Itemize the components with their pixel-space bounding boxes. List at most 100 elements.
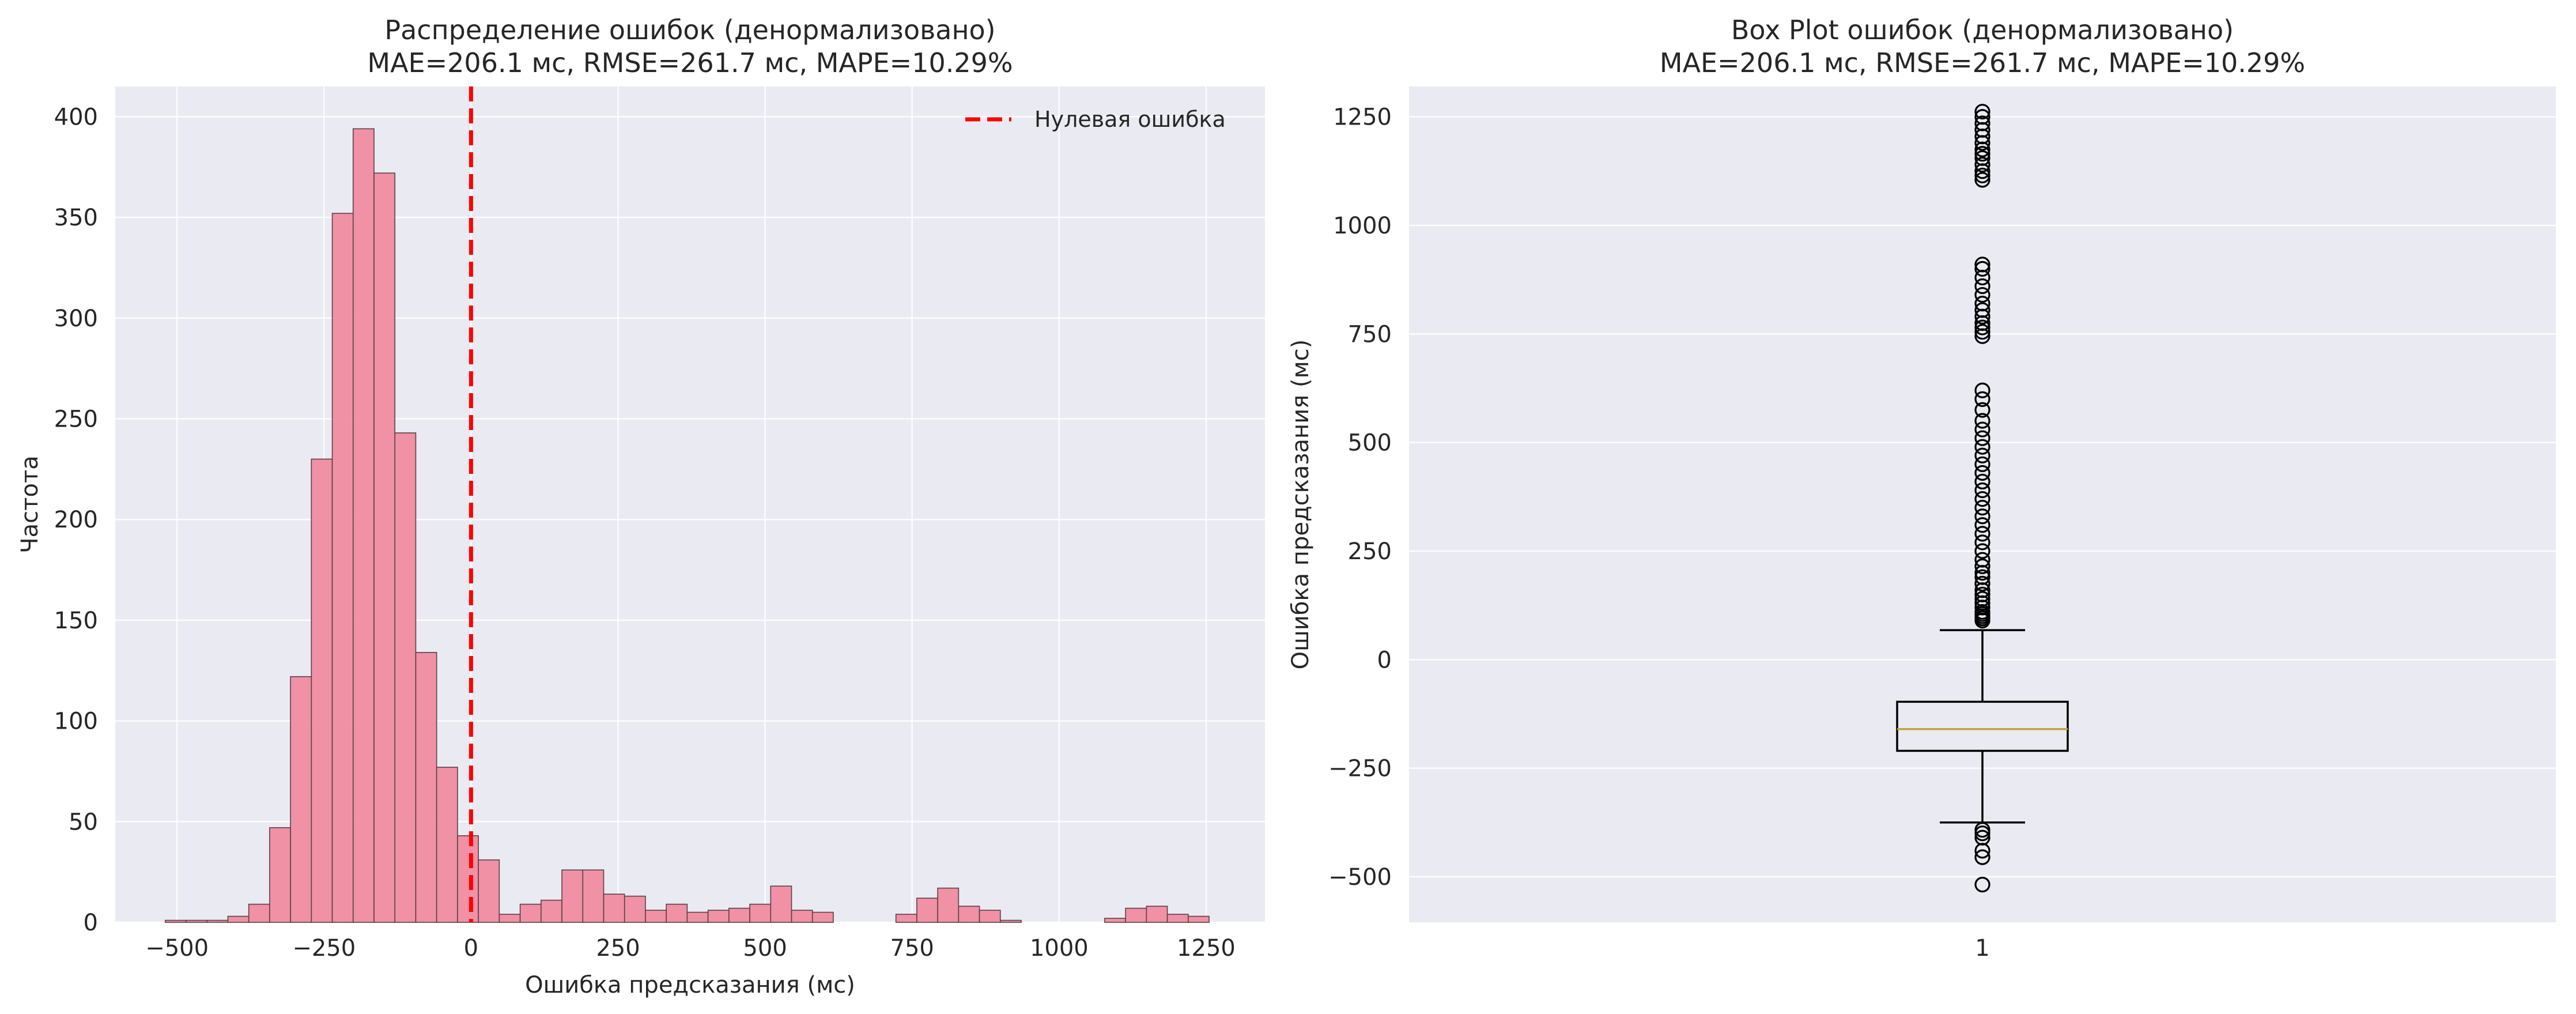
iqr-box — [1896, 700, 2069, 752]
histogram-bar — [749, 903, 772, 923]
histogram-bar — [248, 903, 270, 923]
histogram-bar — [186, 919, 207, 923]
x-tick-label: −500 — [145, 935, 209, 962]
y-axis-label: Ошибка предсказания (мс) — [1288, 340, 1314, 670]
outlier-point — [1974, 491, 1990, 507]
outlier-point — [1974, 104, 1990, 120]
x-axis-label: Ошибка предсказания (мс) — [525, 972, 855, 998]
histogram-chart: 0 50 100 150 200 250 300 350 400 −500 −250 0 250 500 7… — [17, 14, 1265, 998]
outlier-point — [1974, 391, 1990, 407]
x-tick-label: 1 — [1975, 935, 1989, 962]
outlier-point — [1974, 150, 1990, 166]
y-tick-label: 1250 — [1333, 104, 1392, 131]
x-tick-label: 500 — [743, 935, 787, 962]
outlier-point — [1974, 413, 1990, 429]
histogram-bar — [415, 652, 437, 923]
outlier-point — [1974, 439, 1990, 455]
outlier-point — [1974, 172, 1990, 188]
outlier-point — [1974, 591, 1990, 607]
outlier-point — [1974, 421, 1990, 438]
histogram-bar — [728, 907, 750, 923]
outlier-point — [1974, 569, 1990, 585]
outlier-point — [1974, 287, 1990, 303]
y-tick-label: 200 — [54, 507, 98, 533]
histogram-bar — [394, 432, 417, 923]
y-tick-label: 500 — [1348, 430, 1392, 457]
x-tick-label: 250 — [596, 935, 640, 962]
x-tick-label: 1250 — [1177, 935, 1236, 962]
outlier-point — [1974, 465, 1990, 481]
outlier-point — [1974, 430, 1990, 446]
outlier-point — [1974, 319, 1990, 336]
histogram-bar — [1104, 918, 1126, 923]
y-tick-label: 400 — [54, 104, 98, 130]
outlier-point — [1974, 382, 1990, 398]
outlier-point — [1974, 109, 1990, 125]
chart-title: Распределение ошибок (денормализовано) — [384, 14, 995, 46]
outlier-point — [1974, 257, 1990, 273]
histogram-bar — [811, 911, 834, 923]
histogram-bar — [1146, 906, 1168, 923]
legend-label: Нулевая ошибка — [1034, 107, 1226, 132]
outlier-point — [1974, 296, 1990, 312]
histogram-bar — [164, 919, 187, 923]
histogram-bar — [478, 859, 500, 923]
outlier-point — [1974, 876, 1990, 893]
chart-subtitle: MAE=206.1 мс, RMSE=261.7 мс, MAPE=10.29% — [367, 47, 1013, 78]
y-tick-label: 300 — [54, 306, 98, 332]
histogram-bar — [916, 898, 938, 923]
histogram-bar — [979, 910, 1001, 923]
histogram-bar — [311, 458, 333, 923]
histogram-bar — [791, 910, 813, 923]
y-tick-label: 0 — [1377, 647, 1392, 673]
histogram-bar — [1125, 907, 1147, 923]
outlier-point — [1974, 821, 1990, 838]
boxplot-chart: −500 −250 0 250 500 750 1000 1250 1 Box Plot ошиб… — [1288, 0, 2576, 1014]
histogram-bar — [269, 827, 291, 923]
histogram-bar — [1188, 915, 1210, 923]
outlier-point — [1974, 508, 1990, 525]
histogram-bar — [603, 894, 625, 923]
x-tick-label: 1000 — [1030, 935, 1089, 962]
outlier-point — [1974, 517, 1990, 533]
histogram-bar — [373, 172, 396, 923]
outlier-point — [1974, 402, 1990, 418]
histogram-bar — [290, 676, 312, 923]
histogram-bar — [436, 767, 458, 923]
histogram-bar — [498, 914, 521, 923]
histogram-bar — [331, 213, 354, 923]
outlier-point — [1974, 849, 1990, 865]
histogram-bar — [582, 869, 605, 923]
y-tick-label: 50 — [69, 809, 98, 835]
histogram-bar — [686, 911, 709, 923]
histogram-bar — [666, 903, 688, 923]
histogram-bar — [519, 903, 542, 923]
histogram-bar — [770, 885, 792, 923]
chart-subtitle: MAE=206.1 мс, RMSE=261.7 мс, MAPE=10.29% — [1660, 47, 2305, 78]
outlier-point — [1974, 482, 1990, 499]
y-tick-label: 750 — [1348, 321, 1392, 348]
histogram-bar — [457, 835, 479, 923]
y-tick-label: 150 — [54, 608, 98, 634]
outlier-point — [1974, 526, 1990, 542]
y-tick-label: 350 — [54, 205, 98, 231]
outlier-point — [1974, 586, 1990, 602]
y-axis-label: Частота — [17, 455, 43, 553]
histogram-bar — [937, 887, 960, 923]
outlier-point — [1974, 456, 1990, 472]
histogram-bar — [895, 914, 917, 923]
histogram-bar — [999, 919, 1022, 923]
outlier-point — [1974, 552, 1990, 568]
x-tick-label: 0 — [464, 935, 478, 962]
outlier-point — [1974, 447, 1990, 463]
histogram-bar — [206, 919, 229, 923]
outlier-point — [1974, 115, 1990, 131]
histogram-svg: 0 50 100 150 200 250 300 350 400 −500 −250 0 250 500 7… — [17, 14, 1265, 998]
outlier-point — [1974, 500, 1990, 516]
y-tick-label: 250 — [54, 406, 98, 433]
outlier-point — [1974, 278, 1990, 295]
y-tick-label: 0 — [84, 910, 98, 936]
y-tick-label: −250 — [1328, 756, 1392, 782]
outlier-point — [1974, 146, 1990, 162]
outlier-point — [1974, 156, 1990, 173]
